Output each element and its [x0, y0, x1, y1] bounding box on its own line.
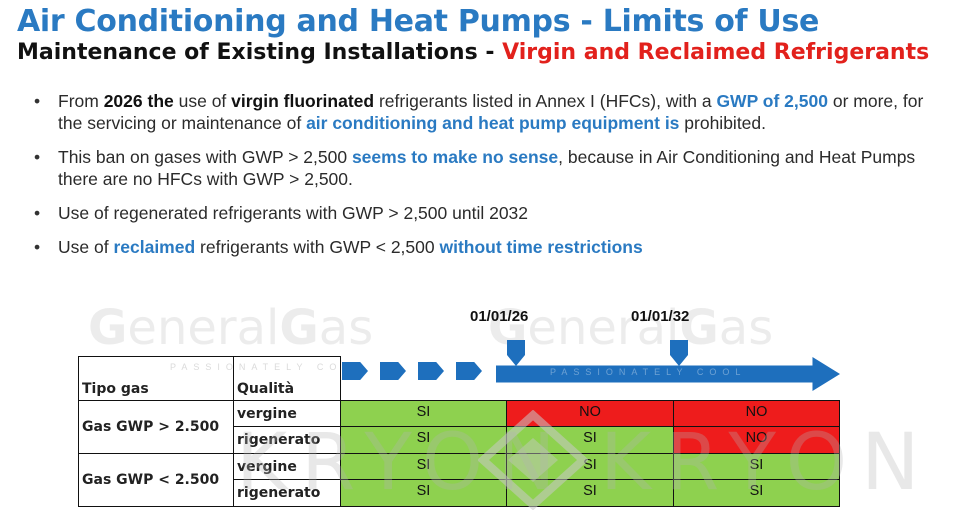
subtitle-accent: Virgin and Reclaimed Refrigerants: [502, 40, 930, 65]
gas-group-label: Gas GWP > 2.500: [78, 400, 234, 454]
kryon-watermark-left: KRYON: [236, 418, 570, 508]
header-quality: Qualità: [233, 356, 341, 401]
status-cell: SI: [673, 479, 840, 507]
timeline-date-2032: 01/01/32: [631, 308, 690, 325]
status-cell: SI: [673, 453, 840, 480]
timeline-marker-icon: [507, 340, 525, 366]
tagline-watermark-left: PASSIONATELY COOL: [170, 362, 367, 372]
kryon-logo-icon: [478, 410, 588, 510]
chevron-arrow-icon: [342, 362, 368, 380]
bullet-list: From 2026 the use of virgin fluorinated …: [34, 90, 944, 270]
status-cell: SI: [506, 479, 674, 507]
page-subtitle: Maintenance of Existing Installations - …: [17, 40, 930, 65]
gas-group-label: Gas GWP < 2.500: [78, 453, 234, 507]
bullet-item: This ban on gases with GWP > 2,500 seems…: [34, 146, 944, 190]
status-cell: SI: [340, 479, 507, 507]
bullet-item: Use of reclaimed refrigerants with GWP <…: [34, 236, 944, 258]
tagline-watermark-right: PASSIONATELY COOL: [550, 367, 747, 377]
kryon-watermark-right: KRYON: [600, 418, 934, 508]
status-cell: NO: [673, 426, 840, 454]
status-cell: SI: [506, 453, 674, 480]
chevron-arrow-icon: [418, 362, 444, 380]
chevron-arrow-icon: [456, 362, 482, 380]
header-gas-type: Tipo gas: [78, 356, 234, 401]
generalgas-watermark-left: GeneralGas: [88, 300, 374, 356]
status-cell: SI: [340, 426, 507, 454]
generalgas-watermark-right: GeneralGas: [488, 300, 774, 356]
timeline-marker-icon: [670, 340, 688, 366]
page-title: Air Conditioning and Heat Pumps - Limits…: [17, 4, 820, 39]
bullet-item: Use of regenerated refrigerants with GWP…: [34, 202, 944, 224]
bullet-item: From 2026 the use of virgin fluorinated …: [34, 90, 944, 134]
chevron-arrow-icon: [380, 362, 406, 380]
timeline-date-2026: 01/01/26: [470, 308, 529, 325]
